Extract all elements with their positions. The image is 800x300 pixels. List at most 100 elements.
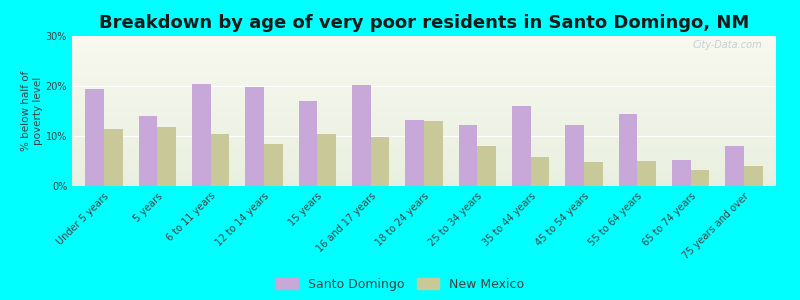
Bar <box>478 146 496 186</box>
Bar <box>72 51 776 52</box>
Bar <box>72 87 776 88</box>
Title: Breakdown by age of very poor residents in Santo Domingo, NM: Breakdown by age of very poor residents … <box>99 14 749 32</box>
Text: City-Data.com: City-Data.com <box>692 40 762 50</box>
Bar <box>72 114 776 116</box>
Bar <box>72 132 776 134</box>
Bar <box>72 156 776 158</box>
Bar <box>584 162 602 186</box>
Bar <box>72 106 776 108</box>
Bar <box>72 52 776 54</box>
Bar <box>210 134 230 186</box>
Bar <box>72 174 776 176</box>
Bar <box>458 124 478 186</box>
Bar <box>72 93 776 94</box>
Bar <box>72 76 776 78</box>
Bar <box>72 88 776 90</box>
Bar <box>72 147 776 148</box>
Bar <box>72 172 776 174</box>
Bar <box>192 83 210 186</box>
Bar <box>424 121 442 186</box>
Bar <box>72 138 776 140</box>
Bar <box>298 101 318 186</box>
Bar <box>72 178 776 180</box>
Bar <box>72 38 776 39</box>
Bar <box>72 84 776 86</box>
Bar <box>72 56 776 57</box>
Bar <box>72 39 776 40</box>
Bar <box>72 100 776 102</box>
Bar <box>72 128 776 129</box>
Bar <box>72 154 776 156</box>
Bar <box>72 68 776 69</box>
Bar <box>744 166 762 186</box>
Bar <box>72 98 776 99</box>
Bar <box>672 160 690 186</box>
Bar <box>72 136 776 138</box>
Bar <box>638 161 656 186</box>
Bar <box>72 45 776 46</box>
Bar <box>72 169 776 171</box>
Bar <box>72 158 776 159</box>
Bar <box>72 54 776 56</box>
Bar <box>246 87 264 186</box>
Bar <box>72 48 776 50</box>
Bar <box>512 106 530 186</box>
Bar <box>72 142 776 144</box>
Bar <box>72 165 776 166</box>
Bar <box>72 110 776 111</box>
Bar <box>318 134 336 186</box>
Bar <box>72 58 776 60</box>
Bar <box>726 146 744 186</box>
Bar <box>72 69 776 70</box>
Bar <box>72 96 776 98</box>
Bar <box>138 116 158 186</box>
Bar <box>566 124 584 186</box>
Bar <box>72 85 776 87</box>
Bar <box>406 120 424 186</box>
Bar <box>72 162 776 164</box>
Bar <box>72 116 776 117</box>
Bar <box>72 36 776 38</box>
Bar <box>72 153 776 154</box>
Bar <box>72 70 776 72</box>
Bar <box>72 183 776 184</box>
Bar <box>72 177 776 178</box>
Bar <box>618 113 638 186</box>
Bar <box>72 78 776 80</box>
Bar <box>72 99 776 100</box>
Bar <box>72 171 776 172</box>
Bar <box>72 118 776 120</box>
Bar <box>72 146 776 147</box>
Bar <box>264 143 282 186</box>
Bar <box>72 176 776 177</box>
Bar <box>72 148 776 150</box>
Bar <box>72 66 776 68</box>
Bar <box>72 134 776 135</box>
Bar <box>72 60 776 61</box>
Bar <box>72 126 776 128</box>
Bar <box>72 90 776 92</box>
Bar <box>72 144 776 146</box>
Bar <box>72 64 776 66</box>
Bar <box>72 92 776 93</box>
Bar <box>72 50 776 51</box>
Bar <box>72 159 776 160</box>
Bar <box>72 74 776 75</box>
Bar <box>72 120 776 122</box>
Bar <box>72 72 776 74</box>
Bar <box>72 122 776 123</box>
Bar <box>370 137 390 186</box>
Bar <box>104 128 122 186</box>
Bar <box>72 81 776 82</box>
Bar <box>72 152 776 153</box>
Bar <box>690 170 710 186</box>
Bar <box>86 88 104 186</box>
Bar <box>72 82 776 84</box>
Bar <box>72 180 776 182</box>
Bar <box>72 108 776 110</box>
Bar <box>72 182 776 183</box>
Bar <box>72 164 776 165</box>
Bar <box>72 40 776 42</box>
Bar <box>158 127 176 186</box>
Bar <box>72 57 776 58</box>
